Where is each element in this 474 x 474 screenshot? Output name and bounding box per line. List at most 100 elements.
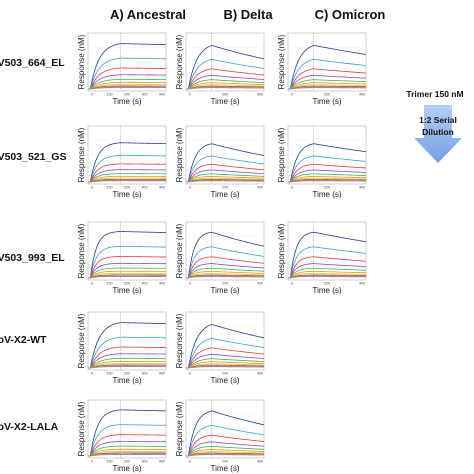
- row-label-cv503-521-gs: CV503_521_GS: [0, 151, 66, 163]
- sensorgram-trace: [88, 262, 167, 279]
- dilution-arrow-icon: [414, 105, 462, 163]
- x-axis-label: Time (s): [312, 286, 341, 295]
- sensorgram-panel: 0 100 200 300 400 Time (s) Response (nM): [77, 399, 167, 473]
- x-tick-label: 200: [222, 93, 228, 97]
- sensorgram-trace: [88, 179, 166, 183]
- sensorgram-trace: [88, 445, 167, 457]
- sensorgram-trace: [186, 231, 265, 279]
- legend-dilution-line1: 1:2 Serial: [419, 115, 457, 125]
- sensorgram-trace: [186, 363, 265, 369]
- y-axis-label: Response (nM): [277, 223, 286, 278]
- x-tick-label: 300: [142, 282, 148, 286]
- x-tick-label: 200: [124, 282, 130, 286]
- sensorgram-trace: [186, 347, 265, 369]
- sensorgram-trace: [88, 84, 166, 90]
- sensorgram-trace: [288, 179, 367, 183]
- legend-dilution-line2: Dilution: [422, 127, 454, 137]
- sensorgram-trace: [186, 410, 265, 457]
- x-tick-label: 0: [91, 282, 93, 286]
- x-axis-label: Time (s): [312, 190, 341, 199]
- x-tick-label: 400: [159, 93, 165, 97]
- x-tick-label: 0: [189, 372, 191, 376]
- column-title-omicron: C) Omicron: [315, 7, 386, 22]
- sensorgram-trace: [88, 453, 166, 457]
- x-tick-label: 0: [189, 93, 191, 97]
- sensorgram-panel: 0 200 400 Time (s) Response (nM): [277, 125, 367, 199]
- x-tick-label: 300: [142, 460, 148, 464]
- sensorgram-trace: [186, 180, 265, 183]
- sensorgram-trace: [186, 361, 265, 369]
- sensorgram-trace: [288, 58, 367, 90]
- sensorgram-trace: [88, 452, 166, 457]
- sensorgram-trace: [88, 74, 167, 90]
- sensorgram-trace: [288, 270, 367, 279]
- sensorgram-trace: [186, 173, 265, 183]
- legend-concentration: Trimer 150 nM: [406, 89, 463, 99]
- x-tick-label: 200: [124, 93, 130, 97]
- sensorgram-trace: [288, 84, 367, 90]
- sensorgram-trace: [186, 275, 265, 279]
- x-tick-label: 100: [107, 282, 113, 286]
- x-axis-label: Time (s): [210, 376, 239, 385]
- sensorgram-trace: [186, 176, 265, 183]
- y-axis-label: Response (nM): [77, 127, 86, 182]
- x-tick-label: 200: [222, 460, 228, 464]
- y-axis-label: Response (nM): [77, 34, 86, 89]
- sensorgram-trace: [186, 452, 265, 457]
- x-tick-label: 400: [159, 460, 165, 464]
- sensorgram-trace: [288, 85, 367, 90]
- sensorgram-trace: [186, 274, 265, 279]
- x-tick-label: 400: [359, 93, 365, 97]
- sensorgram-trace: [88, 409, 167, 457]
- sensorgram-trace: [288, 177, 367, 183]
- sensorgram-trace: [88, 163, 167, 183]
- sensorgram-trace: [186, 337, 265, 369]
- sensorgram-panel: 0 200 400 Time (s) Response (nM): [175, 125, 265, 199]
- sensorgram-panel: 0 200 400 Time (s) Response (nM): [277, 221, 367, 295]
- x-tick-label: 0: [189, 282, 191, 286]
- sensorgram-trace: [186, 323, 265, 369]
- sensorgram-trace: [288, 79, 367, 90]
- sensorgram-trace: [88, 366, 166, 369]
- x-tick-label: 400: [359, 282, 365, 286]
- x-tick-label: 400: [257, 460, 263, 464]
- sensorgram-trace: [288, 180, 367, 183]
- sensorgram-trace: [288, 143, 367, 183]
- sensorgram-trace: [288, 176, 367, 183]
- sensorgram-trace: [288, 273, 367, 279]
- y-axis-label: Response (nM): [277, 127, 286, 182]
- sensorgram-trace: [288, 256, 367, 279]
- sensorgram-trace: [88, 322, 167, 369]
- sensorgram-trace: [288, 82, 367, 90]
- x-tick-label: 200: [124, 372, 130, 376]
- sensorgram-trace: [88, 424, 167, 457]
- x-axis-label: Time (s): [312, 97, 341, 106]
- sensorgram-trace: [88, 177, 166, 183]
- x-axis-label: Time (s): [112, 286, 141, 295]
- x-tick-label: 300: [142, 372, 148, 376]
- sensorgram-trace: [186, 87, 265, 90]
- sensorgram-trace: [88, 441, 167, 457]
- sensorgram-trace: [186, 441, 265, 457]
- x-tick-label: 200: [222, 372, 228, 376]
- x-tick-label: 100: [107, 372, 113, 376]
- sensorgram-trace: [186, 246, 265, 279]
- x-tick-label: 200: [324, 93, 330, 97]
- x-tick-label: 0: [189, 186, 191, 190]
- x-tick-label: 400: [257, 372, 263, 376]
- sensorgram-trace: [288, 86, 367, 90]
- x-axis-label: Time (s): [112, 464, 141, 473]
- x-tick-label: 100: [107, 186, 113, 190]
- sensorgram-trace: [186, 177, 265, 183]
- sensorgram-trace: [186, 68, 265, 90]
- x-tick-label: 400: [159, 372, 165, 376]
- sensorgram-trace: [186, 276, 264, 279]
- sensorgram-trace: [288, 275, 367, 279]
- sensorgram-trace: [88, 267, 166, 279]
- x-tick-label: 0: [91, 93, 93, 97]
- sensorgram-trace: [88, 142, 167, 183]
- x-tick-label: 0: [291, 282, 293, 286]
- sensorgram-trace: [186, 179, 265, 183]
- x-tick-label: 200: [222, 282, 228, 286]
- sensorgram-trace: [186, 273, 265, 279]
